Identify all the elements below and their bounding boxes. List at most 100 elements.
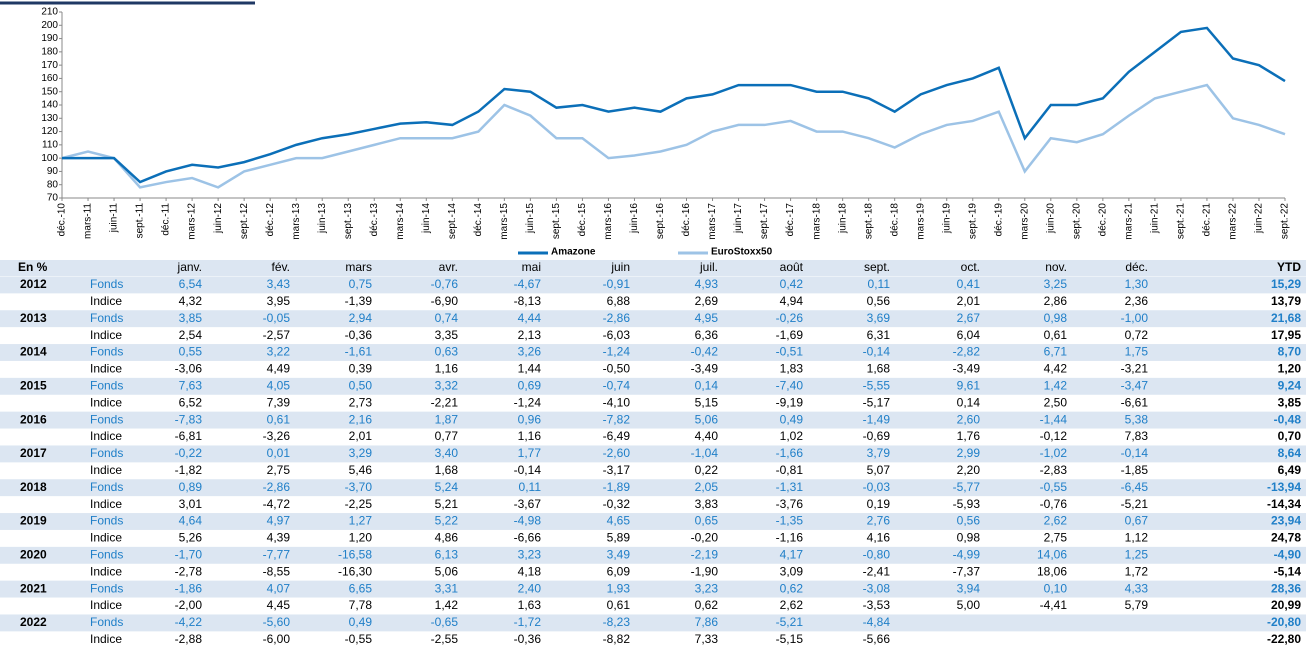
cell-value: 4,49 [267,362,291,376]
cell-value: 2,20 [957,463,981,477]
series-line [61,83,1286,189]
cell-value: -1,02 [1040,446,1068,460]
x-tick-label: sept.-20 [1071,203,1082,240]
cell-value: 3,26 [518,345,542,359]
x-tick-label: sept.-16 [655,203,666,240]
cell-value: 1,16 [518,429,542,443]
x-tick-label: déc.-20 [1097,203,1108,237]
cell-value: -0,76 [431,277,459,291]
cell-value: 5,07 [867,463,891,477]
cell-value: -1,89 [603,480,631,494]
column-header: avr. [439,260,458,274]
cell-value: 3,01 [179,497,203,511]
ytd-value: 1,20 [1278,362,1302,376]
cell-value: 0,39 [349,362,373,376]
row-label: Fonds [90,514,123,528]
cell-value: 6,88 [607,294,631,308]
cell-value: -0,74 [603,378,631,392]
cell-value: -5,66 [863,632,891,646]
cell-value: 1,42 [435,598,459,612]
cell-value: -3,67 [514,497,542,511]
y-tick-label: 160 [41,73,58,84]
cell-value: 0,61 [607,598,631,612]
cell-value: 0,50 [349,378,373,392]
ytd-value: 21,68 [1271,311,1301,325]
x-tick-label: déc.-17 [785,203,796,237]
cell-value: -1,16 [776,531,804,545]
cell-value: -7,82 [603,412,631,426]
cell-value: 18,06 [1037,564,1067,578]
cell-value: -3,08 [863,581,891,595]
y-tick-label: 90 [47,166,59,177]
cell-value: 3,40 [435,446,459,460]
ytd-value: 28,36 [1271,581,1301,595]
cell-value: 2,60 [957,412,981,426]
cell-value: 1,16 [435,362,459,376]
x-tick-label: mars-13 [291,203,302,240]
cell-value: 0,49 [349,615,373,629]
cell-value: 6,54 [179,277,203,291]
cell-value: 2,40 [518,581,542,595]
row-label: Indice [90,598,122,612]
cell-value: 0,62 [695,598,719,612]
cell-value: 2,13 [518,328,542,342]
cell-value: -0,14 [514,463,542,477]
cell-value: -2,00 [175,598,203,612]
cell-value: -0,65 [431,615,459,629]
cell-value: 0,98 [1044,311,1068,325]
x-tick-label: mars-19 [915,203,926,240]
ytd-value: 3,85 [1278,395,1302,409]
x-tick-label: sept.-19 [967,203,978,240]
row-label: Fonds [90,277,123,291]
legend-label: Amazone [551,247,596,258]
cell-value: 3,23 [695,581,719,595]
column-header: juil. [699,260,718,274]
cell-value: -5,77 [953,480,981,494]
year-label: 2017 [20,446,47,460]
cell-value: 0,14 [695,378,719,392]
cell-value: 3,29 [349,446,373,460]
x-tick-label: sept.-14 [447,203,458,240]
cell-value: 1,02 [780,429,804,443]
y-tick-label: 180 [41,46,58,57]
cell-value: 2,75 [267,463,291,477]
cell-value: -3,76 [776,497,804,511]
cell-value: -3,06 [175,362,203,376]
cell-value: -1,35 [776,514,804,528]
column-header: oct. [961,260,980,274]
row-bg [0,411,1306,429]
cell-value: 2,50 [1044,395,1068,409]
cell-value: -7,77 [263,547,291,561]
cell-value: 5,21 [435,497,459,511]
cell-value: 3,95 [267,294,291,308]
column-header: nov. [1045,260,1067,274]
x-tick-label: déc.-12 [265,203,276,237]
ytd-value: 17,95 [1271,328,1301,342]
cell-value: 2,69 [695,294,719,308]
cell-value: 14,06 [1037,547,1067,561]
cell-value: -0,80 [863,547,891,561]
row-label: Fonds [90,378,123,392]
column-header: En % [18,260,48,274]
cell-value: 1,42 [1044,378,1068,392]
cell-value: 4,65 [607,514,631,528]
column-header: fév. [272,260,290,274]
column-header: déc. [1125,260,1148,274]
ytd-value: -20,80 [1267,615,1301,629]
ytd-value: 15,29 [1271,277,1301,291]
cell-value: -1,24 [603,345,631,359]
row-label: Fonds [90,345,123,359]
cell-value: -8,55 [263,564,291,578]
y-tick-label: 210 [41,7,58,18]
cell-value: -8,13 [514,294,542,308]
cell-value: 5,22 [435,514,459,528]
cell-value: 4,16 [867,531,891,545]
y-tick-label: 190 [41,33,58,44]
cell-value: -3,70 [345,480,373,494]
cell-value: 3,79 [867,446,891,460]
cell-value: -2,82 [953,345,981,359]
x-tick-label: mars-18 [811,203,822,240]
cell-value: -0,22 [175,446,203,460]
cell-value: -2,19 [691,547,719,561]
cell-value: 1,87 [435,412,459,426]
